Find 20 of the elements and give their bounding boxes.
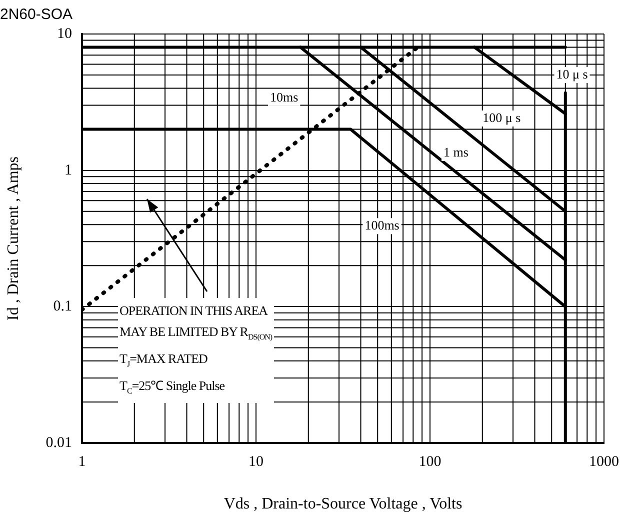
x-axis-title: Vds , Drain-to-Source Voltage , Volts: [224, 496, 462, 513]
annotation: 10 μ s: [556, 66, 588, 82]
annotation: 100 μ s: [482, 110, 521, 125]
annotation: T$_{J}$=MAX RATED: [120, 350, 208, 369]
annotation: OPERATION IN THIS AREA: [120, 303, 268, 318]
annotation: 100ms: [364, 218, 400, 233]
annotation: 10ms: [270, 89, 298, 104]
x-tick-label: 100: [418, 454, 442, 470]
annotation: 1 ms: [444, 144, 468, 160]
y-tick-label: 0.1: [53, 298, 72, 315]
annotation: MAY BE LIMITED BY R$_{DS(ON)}$: [120, 324, 272, 342]
y-tick-label: 10: [57, 26, 72, 42]
x-tick-label: 1: [78, 454, 86, 470]
chart-title: 2N60-SOA: [0, 6, 73, 24]
y-tick-label: 0.01: [46, 434, 72, 451]
x-tick-label: 10: [248, 454, 264, 470]
y-tick-label: 1: [64, 162, 72, 178]
x-tick-label: 1000: [589, 454, 619, 470]
y-axis-title: Id , Drain Current , Amps: [4, 156, 22, 320]
annotation: T$_{C}$=25℃ Single Pulse: [120, 378, 225, 396]
